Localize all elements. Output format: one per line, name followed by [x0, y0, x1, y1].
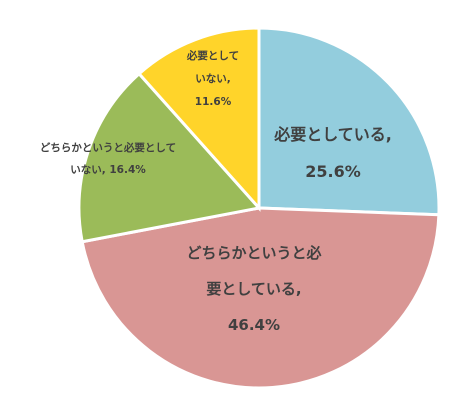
slice-not-need	[137, 26, 261, 212]
label-line: 25.6%	[305, 162, 361, 181]
label-line: いない,	[195, 73, 231, 85]
slice-need	[257, 26, 441, 217]
label-line: 必要としている,	[273, 125, 392, 144]
label-line: 11.6%	[195, 96, 232, 108]
slice-somewhat-not-need-label: どちらかというと必要としていない, 16.4%	[40, 141, 176, 176]
label-line: どちらかというと必	[186, 244, 321, 262]
slice-somewhat-need	[80, 206, 441, 390]
slice-somewhat-need-label: どちらかというと必要としている, 46.4%	[186, 244, 321, 334]
label-line: どちらかというと必要として	[40, 141, 176, 154]
slice-not-need-label: 必要としていない, 11.6%	[186, 49, 239, 108]
label-line: 46.4%	[228, 316, 280, 334]
slice-somewhat-not-need	[77, 71, 262, 244]
label-line: 必要として	[186, 49, 239, 62]
label-line: いない, 16.4%	[70, 164, 146, 176]
slice-need-label: 必要としている, 25.6%	[273, 125, 392, 181]
label-line: 要としている,	[206, 280, 301, 298]
